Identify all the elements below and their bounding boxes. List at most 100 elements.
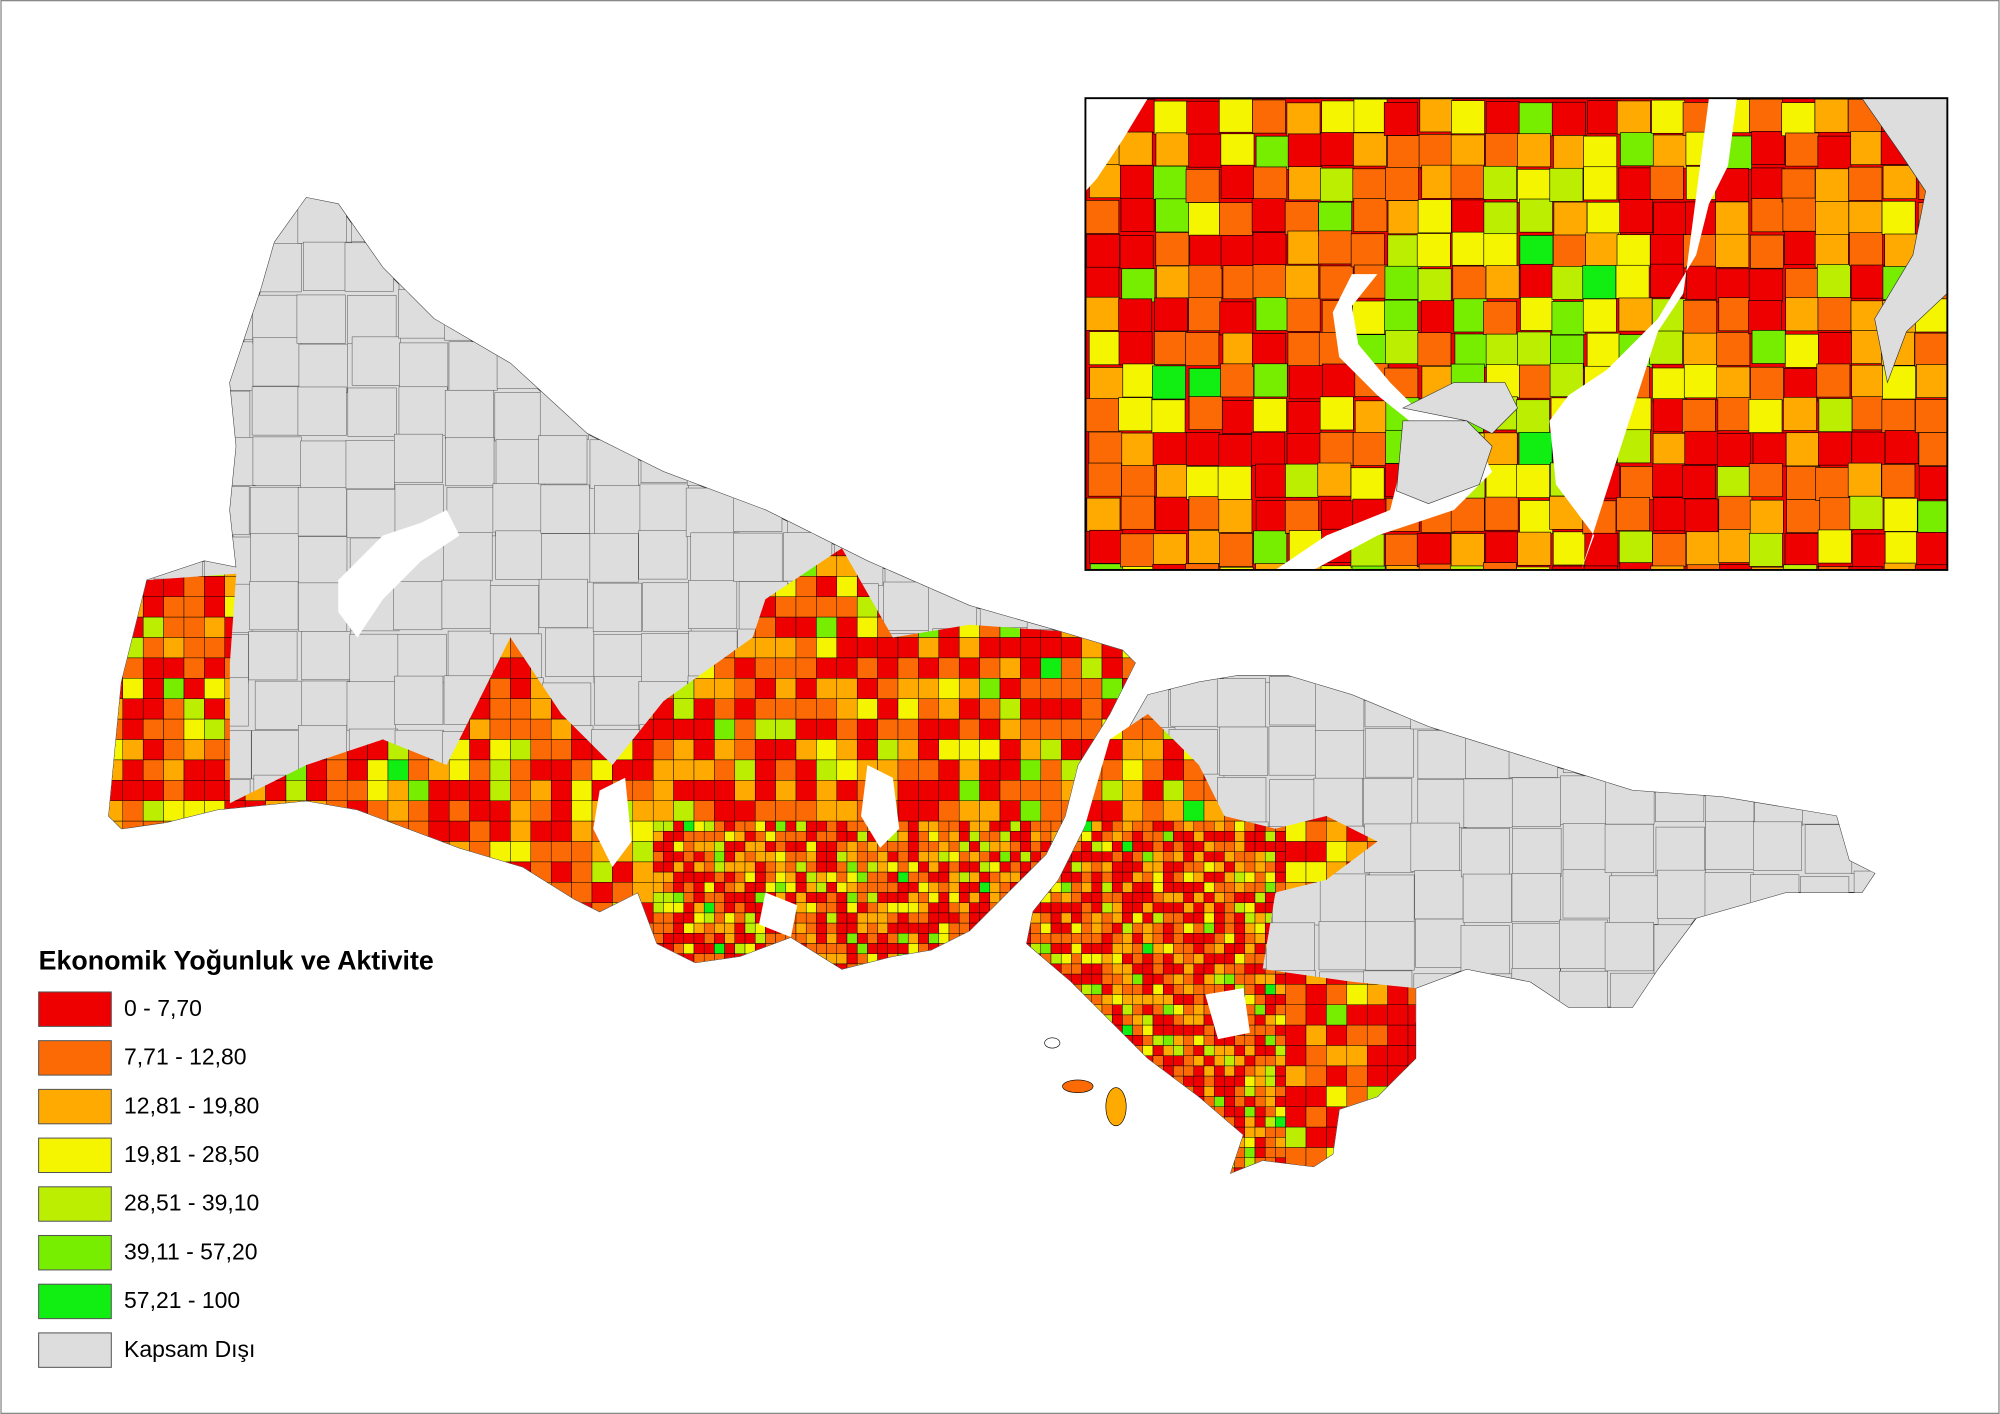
district [714, 739, 736, 761]
district [857, 1097, 867, 1107]
district [1753, 675, 1803, 679]
district [836, 637, 858, 659]
district [846, 841, 858, 852]
district [1050, 841, 1062, 852]
district [1512, 922, 1561, 972]
district [958, 678, 980, 699]
district [265, 861, 287, 883]
district [1010, 1158, 1020, 1168]
district [510, 943, 532, 965]
district [663, 1046, 673, 1056]
district [153, 340, 201, 388]
district [449, 1005, 469, 1025]
district [887, 953, 899, 965]
district [469, 718, 491, 740]
district [540, 295, 588, 343]
district [878, 984, 888, 994]
district [674, 1137, 684, 1147]
district [958, 851, 970, 863]
district [887, 922, 899, 934]
district [1508, 728, 1558, 778]
district [510, 841, 532, 863]
district [969, 861, 980, 873]
district [969, 1066, 979, 1076]
district [122, 718, 144, 740]
district [704, 1035, 714, 1045]
district [938, 851, 950, 863]
district [530, 780, 552, 801]
district [979, 739, 1001, 761]
district [693, 922, 705, 934]
district [754, 637, 776, 659]
district [694, 1086, 704, 1096]
district [1122, 678, 1136, 699]
district [642, 240, 690, 288]
district [225, 1025, 245, 1045]
district [714, 912, 725, 924]
district [745, 1178, 755, 1188]
district [449, 1066, 469, 1086]
district [786, 1046, 796, 1056]
district [286, 1107, 306, 1127]
district [949, 1168, 959, 1178]
district [694, 1107, 704, 1117]
district [744, 902, 756, 914]
district [1041, 1097, 1051, 1107]
district [806, 1035, 816, 1045]
district [204, 678, 226, 699]
district [979, 535, 1029, 585]
district [286, 1066, 306, 1086]
district [641, 292, 689, 340]
district [674, 1015, 684, 1025]
district [1040, 841, 1052, 852]
district [367, 841, 389, 863]
district [388, 984, 408, 1004]
district [1153, 1148, 1163, 1158]
district [999, 892, 1011, 903]
district [1804, 630, 1852, 678]
district [266, 1086, 286, 1106]
district [588, 389, 636, 437]
district [550, 943, 572, 965]
district [653, 1046, 663, 1056]
district [735, 1056, 745, 1066]
district [816, 1066, 826, 1076]
district [1756, 1117, 1805, 1167]
district [959, 1107, 969, 1117]
district [969, 882, 980, 893]
district [1133, 1127, 1143, 1137]
district [683, 892, 695, 903]
district [867, 922, 878, 934]
district [739, 1167, 787, 1215]
district [1112, 1178, 1122, 1188]
district [732, 1066, 780, 1114]
district [938, 800, 960, 822]
district [806, 984, 816, 994]
district [1851, 824, 1875, 874]
district [448, 922, 498, 970]
district [979, 933, 991, 944]
district [877, 871, 889, 883]
district [1060, 576, 1082, 597]
district [612, 963, 634, 970]
district [142, 657, 164, 679]
district [694, 1168, 704, 1178]
district [959, 1046, 969, 1056]
district [663, 1076, 673, 1086]
district [163, 800, 185, 822]
district [714, 1137, 724, 1147]
district [108, 780, 124, 801]
district [1123, 1163, 1171, 1211]
district [836, 820, 848, 832]
district [1102, 1056, 1112, 1066]
district [884, 194, 932, 242]
district [1847, 1119, 1895, 1167]
district [949, 1046, 959, 1056]
district [530, 963, 552, 970]
district [1509, 1115, 1559, 1165]
district [918, 1025, 928, 1035]
district [183, 698, 205, 720]
district [347, 1025, 367, 1045]
district [183, 861, 205, 883]
district [250, 974, 298, 1022]
